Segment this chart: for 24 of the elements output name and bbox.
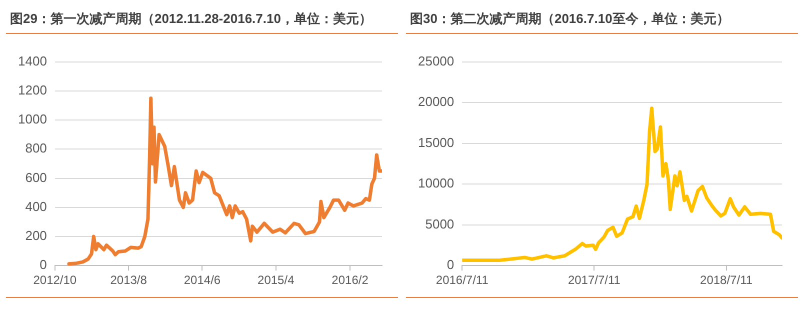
y-tick-label: 400 [25,198,47,214]
y-tick-label: 1200 [18,82,47,98]
y-tick-label: 5000 [425,216,454,232]
x-tick-label: 2016/7/11 [436,273,489,288]
x-tick-label: 2012/10 [33,273,77,288]
y-tick-label: 200 [25,228,47,244]
y-tick-label: 1400 [18,53,47,68]
y-tick-label: 25000 [418,53,454,68]
x-tick-label: 2018/7/11 [700,273,753,288]
y-tick-label: 0 [446,257,454,272]
y-tick-label: 0 [40,257,47,272]
y-tick-label: 800 [25,140,47,156]
y-tick-label: 15000 [418,134,454,150]
x-tick-label: 2016/2 [332,273,369,288]
y-tick-label: 600 [25,170,47,185]
y-tick-label: 10000 [418,176,454,191]
y-tick-label: 20000 [418,94,454,110]
chart-title: 图30：第二次减产周期（2016.7.10至今，单位：美元） [406,4,798,34]
x-tick-label: 2014/6 [184,273,221,288]
x-tick-label: 2013/8 [110,273,148,288]
chart-title: 图29：第一次减产周期（2012.11.28-2016.7.10，单位：美元） [6,4,398,34]
x-tick-label: 2015/4 [258,273,295,288]
y-tick-label: 1000 [18,112,47,127]
x-tick-label: 2017/7/11 [568,273,621,288]
